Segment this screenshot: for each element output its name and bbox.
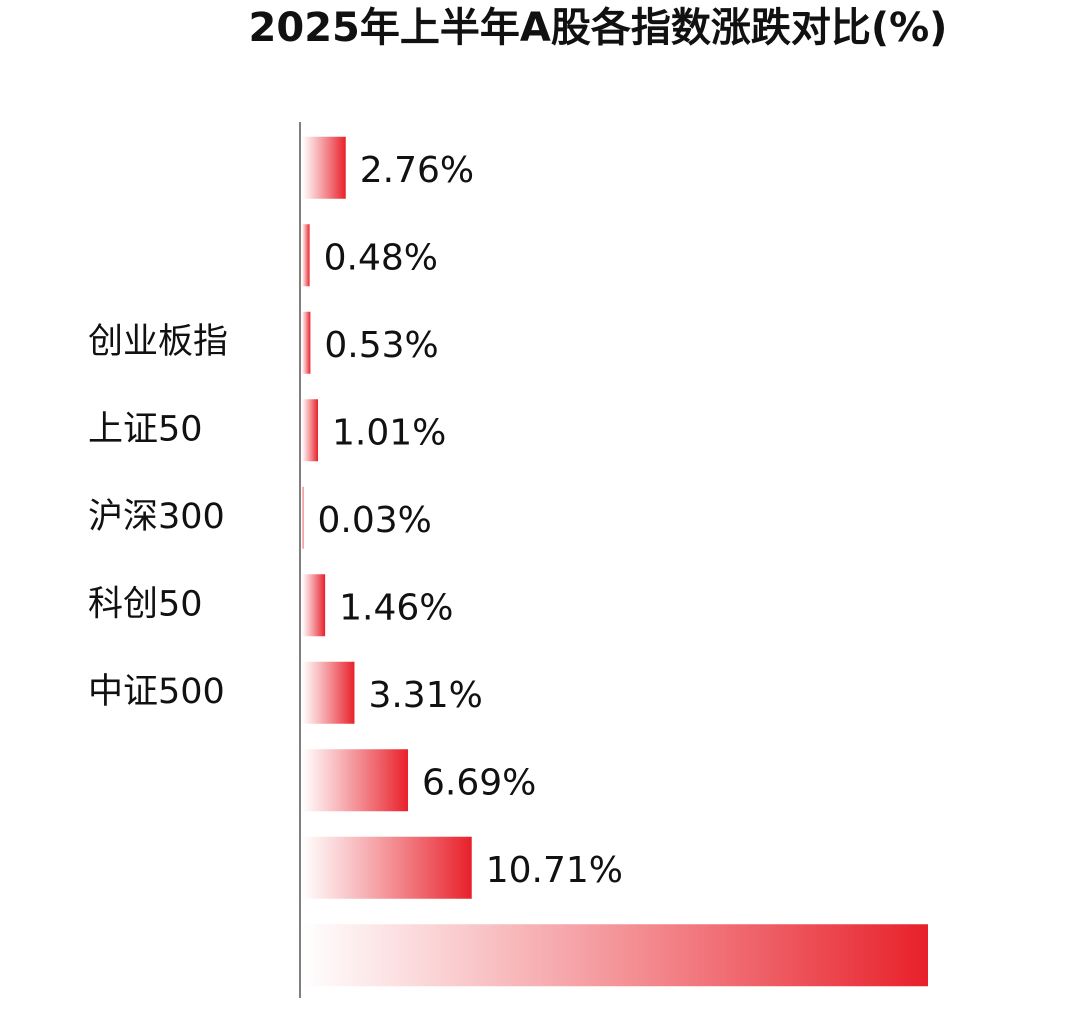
value-label: 1.46%: [339, 587, 453, 628]
bar: [302, 224, 310, 287]
bar: [302, 749, 409, 812]
category-label: 上证50: [88, 409, 203, 449]
value-label: 0.48%: [324, 237, 438, 278]
bar: [302, 399, 319, 462]
category-label: 沪深300: [88, 497, 225, 537]
value-label: 0.53%: [324, 325, 438, 366]
value-label: 2.76%: [360, 150, 474, 191]
bar: [302, 924, 928, 987]
value-label: 0.03%: [318, 500, 432, 541]
bar: [302, 574, 326, 637]
value-label: 1.01%: [332, 412, 446, 453]
category-label: 中证500: [88, 672, 225, 712]
bar: [302, 661, 355, 724]
category-label: 科创50: [88, 584, 203, 624]
bar: [302, 136, 346, 199]
bar: [302, 311, 311, 374]
bar: [302, 836, 472, 899]
value-label: 3.31%: [368, 675, 482, 716]
value-label: 6.69%: [422, 762, 536, 803]
value-label: 10.71%: [486, 850, 623, 891]
bar: [302, 486, 304, 549]
category-label: 创业板指: [88, 322, 228, 362]
chart-title: 2025年上半年A股各指数涨跌对比(%): [249, 5, 948, 51]
